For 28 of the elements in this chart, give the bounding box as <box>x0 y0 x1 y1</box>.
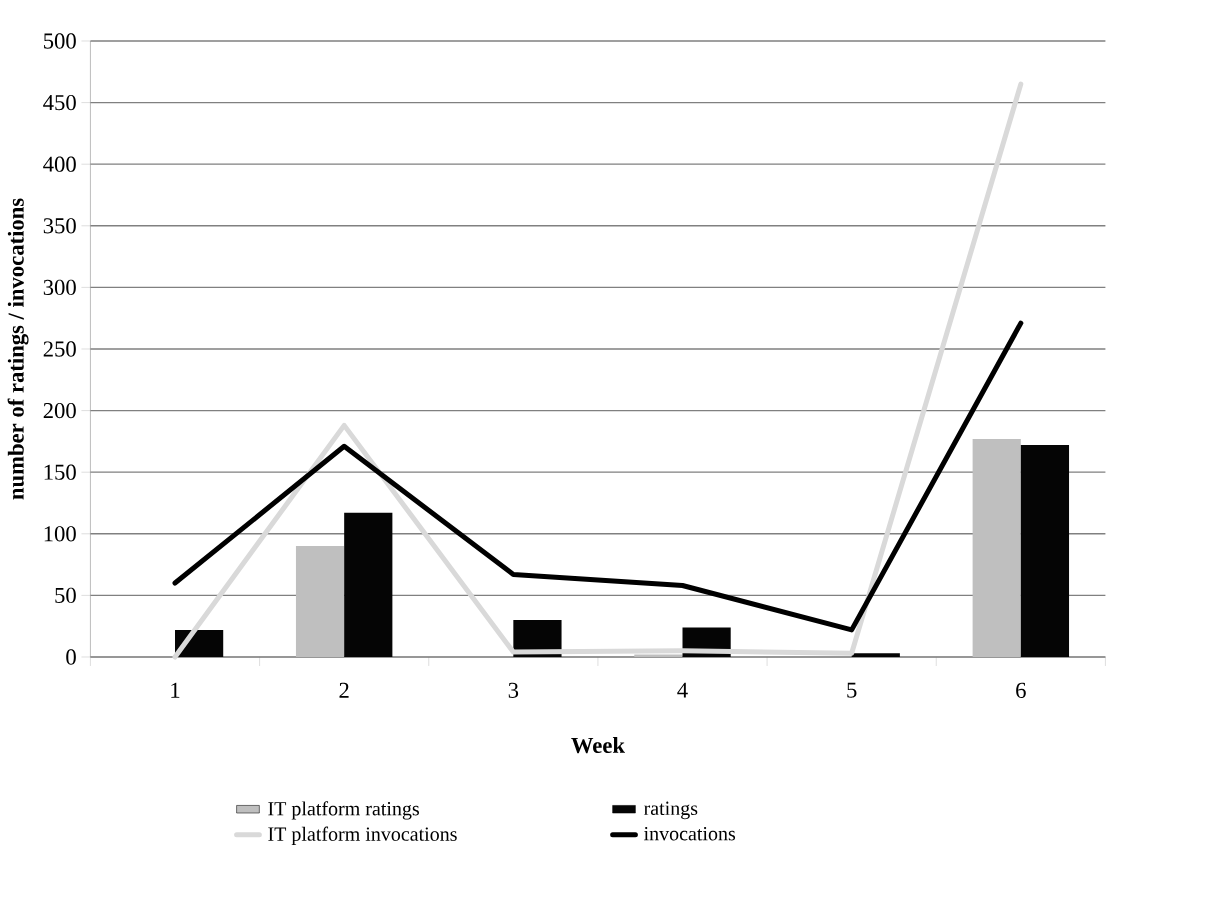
x-tick-label: 4 <box>677 682 688 698</box>
y-tick-label: 50 <box>55 587 76 604</box>
legend-label: ratings <box>643 801 698 820</box>
legend-label: invocations <box>643 827 736 841</box>
x-tick-label: 6 <box>1016 682 1026 698</box>
bar <box>1020 445 1070 657</box>
y-tick-label: 500 <box>44 33 76 49</box>
x-axis-title: Week <box>571 737 625 754</box>
y-tick-label: 450 <box>43 94 76 111</box>
y-tick-label: 350 <box>43 218 76 234</box>
legend-label: IT platform ratings <box>268 801 419 820</box>
y-tick-label: 100 <box>44 526 76 542</box>
y-tick-label: 400 <box>43 156 76 172</box>
bar <box>344 512 393 657</box>
y-tick-label: 200 <box>43 402 76 419</box>
bar <box>295 546 345 657</box>
y-tick-label: 0 <box>66 649 76 665</box>
y-tick-label: 250 <box>43 341 76 357</box>
y-axis-title: number of ratings / invocations <box>7 198 29 500</box>
legend-label: IT platform invocations <box>268 826 457 845</box>
y-tick-label: 300 <box>43 279 76 296</box>
x-tick-label: 1 <box>171 682 180 698</box>
x-tick-label: 3 <box>508 682 519 698</box>
x-tick-label: 2 <box>339 682 349 698</box>
bar <box>851 653 900 657</box>
y-tick-label: 150 <box>44 464 76 480</box>
x-tick-label: 5 <box>847 682 857 698</box>
bar <box>972 438 1021 657</box>
